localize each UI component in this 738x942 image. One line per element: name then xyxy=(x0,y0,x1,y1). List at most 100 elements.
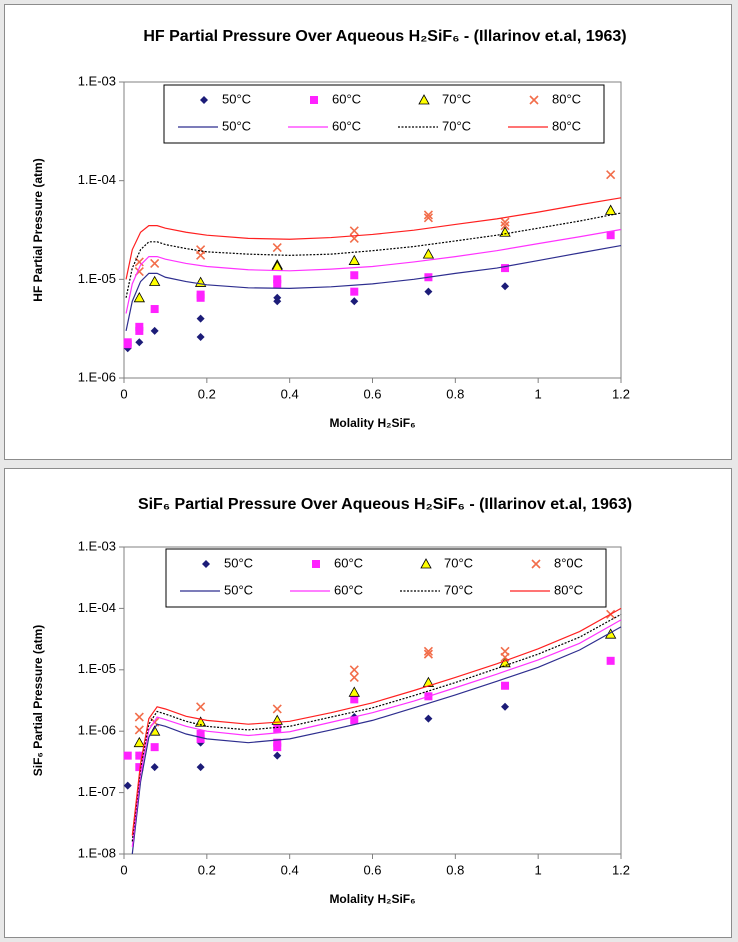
legend: 50°C 60°C 70°C 8°0C 50°C 60°C 70°C 80°C xyxy=(165,548,607,608)
plot-marks xyxy=(123,607,622,855)
diamond-marker xyxy=(501,282,510,291)
square-marker xyxy=(350,716,359,725)
x-tick-label: 1.2 xyxy=(612,862,630,877)
chart-panel: 1.E-08 1.E-07 1.E-06 1.E-05 1.E-04 1.E-03 0 0.2… xyxy=(4,468,732,938)
x-tick-label: 0.4 xyxy=(281,862,299,877)
square-marker xyxy=(310,96,318,104)
diamond-marker xyxy=(196,314,205,323)
x-marker xyxy=(423,210,433,220)
y-tick-label: 1.E-08 xyxy=(78,845,116,860)
square-marker xyxy=(135,763,144,772)
legend-label: 60°C xyxy=(334,555,363,570)
series-line xyxy=(131,613,622,842)
x-marker xyxy=(529,95,539,105)
diamond-marker xyxy=(196,763,205,772)
y-tick-label: 1.E-05 xyxy=(78,661,116,676)
triangle-marker xyxy=(148,275,161,286)
diamond-marker xyxy=(123,781,132,790)
y-tick-label: 1.E-06 xyxy=(78,723,116,738)
legend-label: 8°0C xyxy=(554,555,583,570)
y-tick-label: 1.E-06 xyxy=(78,369,116,384)
series-line xyxy=(131,619,622,848)
legend-label: 70°C xyxy=(442,118,471,133)
triangle-marker xyxy=(604,204,617,215)
y-axis-title: HF Partial Pressure (atm) xyxy=(31,158,45,301)
x-tick-label: 0.2 xyxy=(198,862,216,877)
x-tick-label: 0 xyxy=(120,862,127,877)
x-marker xyxy=(349,672,359,683)
square-marker xyxy=(196,730,205,739)
legend-box xyxy=(163,84,605,144)
x-marker xyxy=(134,725,144,735)
diamond-marker xyxy=(135,338,144,347)
square-marker xyxy=(135,326,144,335)
square-marker xyxy=(150,305,159,314)
y-tick-label: 1.E-07 xyxy=(78,784,116,799)
x-marker xyxy=(531,559,541,569)
x-marker xyxy=(134,712,144,722)
square-marker xyxy=(273,275,282,284)
y-axis-title: SiF₆ Partial Pressure (atm) xyxy=(31,625,45,777)
x-tick-label: 0.8 xyxy=(446,386,464,401)
square-marker xyxy=(135,751,144,760)
y-tick-label: 1.E-04 xyxy=(78,172,116,187)
x-marker xyxy=(272,704,282,714)
x-tick-label: 1.2 xyxy=(612,386,630,401)
triangle-marker xyxy=(422,248,435,259)
square-marker xyxy=(312,560,320,568)
square-marker xyxy=(196,293,205,302)
diamond-marker xyxy=(273,297,282,306)
y-tick-label: 1.E-03 xyxy=(78,73,116,88)
x-marker xyxy=(349,226,359,236)
legend-label: 50°C xyxy=(222,118,251,133)
legend-label: 60°C xyxy=(334,582,363,597)
y-tick-label: 1.E-05 xyxy=(78,271,116,286)
diamond-marker xyxy=(150,326,159,335)
x-marker xyxy=(423,646,433,656)
y-tick-label: 1.E-04 xyxy=(78,600,116,615)
series-line xyxy=(125,197,622,280)
square-marker xyxy=(501,264,510,273)
legend-label: 60°C xyxy=(332,91,361,106)
triangle-marker xyxy=(348,254,360,265)
square-marker xyxy=(273,743,282,752)
triangle-marker xyxy=(133,736,146,748)
x-marker xyxy=(423,649,433,659)
square-marker xyxy=(273,738,282,747)
legend: 50°C 60°C 70°C 80°C 50°C 60°C 70°C 80°C xyxy=(163,84,605,144)
diamond-marker xyxy=(424,714,433,723)
legend-label: 70°C xyxy=(444,555,473,570)
series-line xyxy=(131,626,622,855)
x-marker xyxy=(150,258,160,268)
triangle-marker xyxy=(133,291,146,303)
square-marker xyxy=(273,724,282,733)
chart: 1.E-08 1.E-07 1.E-06 1.E-05 1.E-04 1.E-03 0 0.2… xyxy=(31,538,630,906)
x-marker xyxy=(500,217,510,227)
y-tick-label: 1.E-03 xyxy=(78,538,116,553)
x-marker xyxy=(196,250,206,260)
x-tick-label: 0 xyxy=(120,386,127,401)
legend-box xyxy=(165,548,607,608)
x-marker xyxy=(423,213,433,223)
x-tick-label: 0.8 xyxy=(446,862,464,877)
x-tick-label: 0.6 xyxy=(363,862,381,877)
square-marker xyxy=(273,279,282,288)
x-tick-label: 1 xyxy=(535,862,542,877)
x-tick-label: 0.6 xyxy=(363,386,381,401)
diamond-marker xyxy=(424,287,433,296)
square-marker xyxy=(606,231,615,240)
series-line xyxy=(125,212,622,298)
legend-label: 80°C xyxy=(552,91,581,106)
square-marker xyxy=(135,322,144,331)
legend-label: 70°C xyxy=(442,91,471,106)
plot-marks xyxy=(123,170,622,353)
x-marker xyxy=(500,221,510,231)
legend-label: 50°C xyxy=(224,582,253,597)
series-line xyxy=(125,244,622,332)
chart-title: SiF₆ Partial Pressure Over Aqueous H₂SiF… xyxy=(137,496,633,513)
x-tick-label: 0.2 xyxy=(198,386,216,401)
square-marker xyxy=(350,271,359,280)
diamond-marker xyxy=(350,297,359,306)
triangle-marker xyxy=(348,686,360,697)
x-marker xyxy=(196,702,206,712)
